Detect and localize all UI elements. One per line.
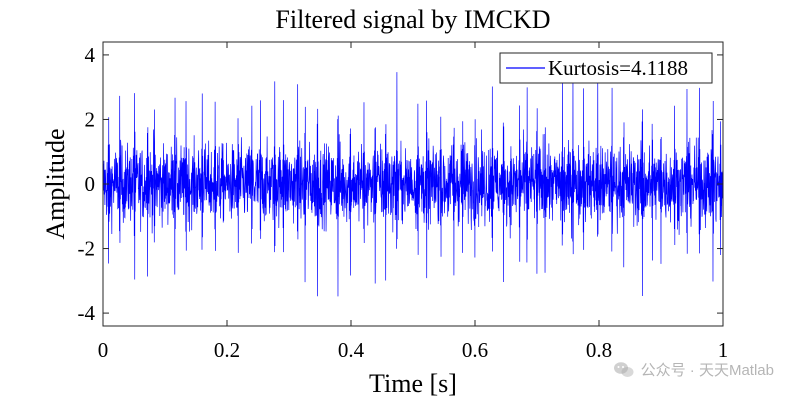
x-tick-marks [102,42,724,326]
signal-line [102,72,724,297]
x-tick-label: 0.2 [214,338,240,362]
wechat-icon [613,361,634,377]
y-tick-label: 4 [85,43,96,67]
x-tick-label: 0 [98,338,109,362]
x-tick-label: 0.8 [586,338,612,362]
x-tick-label: 0.6 [462,338,488,362]
legend-label: Kurtosis=4.1188 [548,56,688,80]
watermark-text: 公众号 · 天天Matlab [640,362,774,379]
y-tick-label: 2 [85,107,96,131]
x-axis-label: Time [s] [369,369,457,398]
watermark: 公众号 · 天天Matlab [613,359,774,380]
signal-trace [102,72,724,297]
x-tick-labels: 0 0.2 0.4 0.6 0.8 1 [98,338,729,362]
y-axis-label: Amplitude [41,128,70,239]
y-tick-labels: 4 2 0 -2 -4 [78,43,96,325]
y-tick-label: -4 [78,301,96,325]
legend: Kurtosis=4.1188 [499,52,713,84]
y-tick-label: -2 [78,237,96,261]
x-tick-label: 1 [718,338,729,362]
x-tick-label: 0.4 [338,338,365,362]
y-tick-label: 0 [85,172,96,196]
y-tick-marks [103,54,723,314]
chart-title: Filtered signal by IMCKD [275,5,550,34]
plot-area [102,41,724,327]
